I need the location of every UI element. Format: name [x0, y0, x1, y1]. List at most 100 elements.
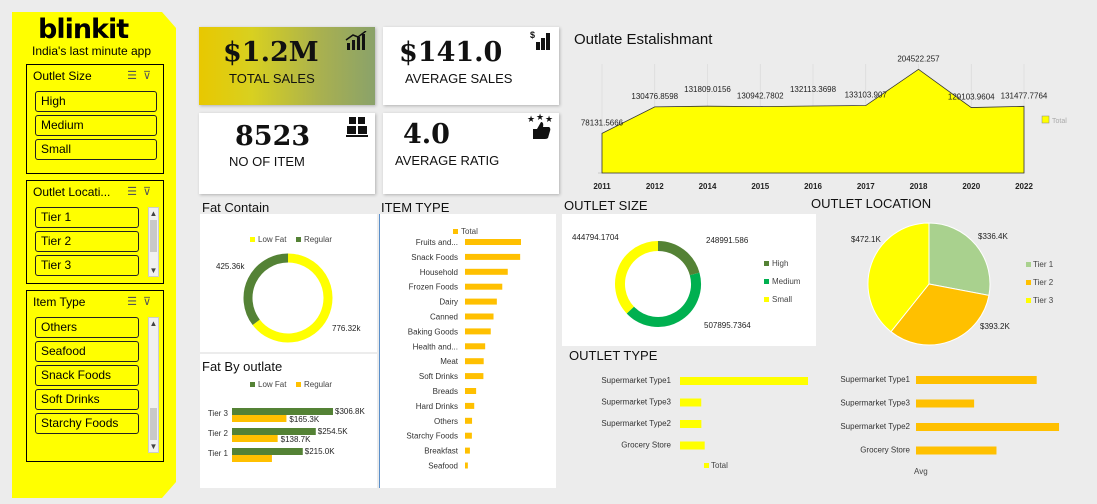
slicer-icons: ☰⊽ [127, 295, 157, 308]
loc-label-tier3: $472.1K [851, 235, 881, 244]
data-label-low-fat: $306.8K [335, 407, 365, 416]
legend-high: High [772, 259, 788, 268]
legend-swatch-total [704, 463, 709, 468]
bar [465, 447, 470, 454]
outlet-location-chart: $336.4K $393.2K $472.1K Tier 1 Tier 2 Ti… [851, 222, 1054, 346]
legend-low-fat: Low Fat [258, 380, 287, 389]
bar [465, 358, 484, 365]
bar [680, 398, 702, 407]
kpi-no-of-item: 8523 NO OF ITEM [199, 113, 375, 194]
scroll-thumb[interactable] [150, 220, 157, 252]
slicer-item-medium[interactable]: Medium [35, 115, 157, 136]
legend-total: Total [461, 227, 478, 236]
multi-select-icon[interactable]: ☰ [127, 70, 143, 82]
bar [465, 417, 473, 424]
slicer-item-starchy-foods[interactable]: Starchy Foods [35, 413, 139, 434]
legend-swatch-regular [296, 237, 301, 242]
bar [465, 239, 521, 245]
x-tick-label: 2011 [593, 182, 611, 191]
scroll-down-icon[interactable]: ▼ [149, 266, 158, 275]
legend-regular: Regular [304, 380, 332, 389]
sidebar: blinkit India's last minute app Outlet S… [12, 12, 176, 498]
kpi-label: AVERAGE SALES [405, 71, 513, 86]
slicer-item-tier1[interactable]: Tier 1 [35, 207, 139, 228]
clear-filter-icon[interactable]: ⊽ [142, 296, 157, 308]
slicer-scrollbar[interactable]: ▲ ▼ [148, 207, 159, 277]
bar-regular [232, 455, 272, 462]
slice-tier2 [890, 283, 990, 346]
category-label: Supermarket Type2 [601, 419, 671, 428]
legend-low-fat: Low Fat [258, 235, 287, 244]
fat-contain-title: Fat Contain [202, 200, 270, 215]
scroll-up-icon[interactable]: ▲ [149, 209, 158, 218]
size-label-small: 444794.1704 [572, 233, 619, 242]
fat-by-outlet-title: Fat By outlate [202, 359, 283, 374]
category-label: Supermarket Type3 [840, 399, 910, 408]
slicer-scrollbar[interactable]: ▲ ▼ [148, 317, 159, 453]
scroll-thumb[interactable] [150, 408, 157, 440]
multi-select-icon[interactable]: ☰ [127, 296, 143, 308]
category-label: Grocery Store [860, 446, 910, 455]
legend-small: Small [772, 295, 792, 304]
outlet-size-panel [562, 214, 816, 346]
category-label: Frozen Foods [409, 283, 458, 292]
kpi-label: TOTAL SALES [229, 71, 315, 86]
slicer-item-soft-drinks[interactable]: Soft Drinks [35, 389, 139, 410]
x-tick-label: 2018 [910, 182, 928, 191]
size-label-medium: 507895.7364 [704, 321, 751, 330]
data-label-low-fat: $254.5K [318, 427, 348, 436]
brand-tagline: India's last minute app [32, 44, 152, 58]
slicer-item-others[interactable]: Others [35, 317, 139, 338]
clear-filter-icon[interactable]: ⊽ [142, 70, 157, 82]
legend-swatch-total [453, 229, 458, 234]
slice-regular [243, 253, 289, 326]
svg-text:★: ★ [536, 113, 544, 122]
fat-label-regular: 425.36k [216, 262, 245, 271]
category-label: Meat [440, 357, 459, 366]
svg-text:★: ★ [527, 114, 535, 124]
bar [916, 376, 1037, 384]
category-label: Tier 1 [208, 449, 229, 458]
legend-medium: Medium [772, 277, 801, 286]
category-label: Health and... [413, 342, 458, 351]
data-label: 130942.7802 [737, 92, 784, 101]
category-label: Tier 2 [208, 429, 229, 438]
slicer-item-small[interactable]: Small [35, 139, 157, 160]
slicer-item-tier2[interactable]: Tier 2 [35, 231, 139, 252]
slice-low-fat [252, 253, 333, 343]
kpi-value: $141.0 [399, 37, 503, 68]
clear-filter-icon[interactable]: ⊽ [142, 186, 157, 198]
fat-by-outlet-panel [200, 354, 377, 488]
slice-medium [626, 272, 701, 327]
x-tick-label: 2017 [857, 182, 875, 191]
legend-swatch-low-fat [250, 382, 255, 387]
kpi-label: AVERAGE RATIG [395, 153, 500, 168]
slicer-icons: ☰⊽ [127, 185, 157, 198]
slicer-item-tier3[interactable]: Tier 3 [35, 255, 139, 276]
loc-label-tier1: $336.4K [978, 232, 1008, 241]
multi-select-icon[interactable]: ☰ [127, 186, 143, 198]
fat-label-low-fat: 776.32k [332, 324, 361, 333]
scroll-up-icon[interactable]: ▲ [149, 319, 158, 328]
slicer-title: Outlet Locati... [33, 185, 111, 199]
slicer-item-snack-foods[interactable]: Snack Foods [35, 365, 139, 386]
data-label: 204522.257 [897, 54, 940, 63]
slicer-item-seafood[interactable]: Seafood [35, 341, 139, 362]
category-label: Soft Drinks [419, 372, 458, 381]
outlet-size-title: OUTLET SIZE [564, 198, 648, 213]
category-label: Grocery Store [621, 441, 671, 450]
bar [465, 343, 486, 350]
scroll-down-icon[interactable]: ▼ [149, 442, 158, 451]
outlet-type-title: OUTLET TYPE [569, 348, 658, 363]
kpi-value: 8523 [235, 121, 311, 152]
legend-total: Total [711, 461, 728, 470]
bar [465, 298, 497, 305]
slicer-item-high[interactable]: High [35, 91, 157, 112]
outlet-location-title: OUTLET LOCATION [811, 196, 932, 211]
category-label: Baking Goods [408, 327, 458, 336]
category-label: Supermarket Type3 [601, 398, 671, 407]
bar [465, 313, 494, 320]
bar [465, 432, 472, 439]
bar [465, 388, 477, 394]
category-label: Canned [430, 313, 458, 322]
